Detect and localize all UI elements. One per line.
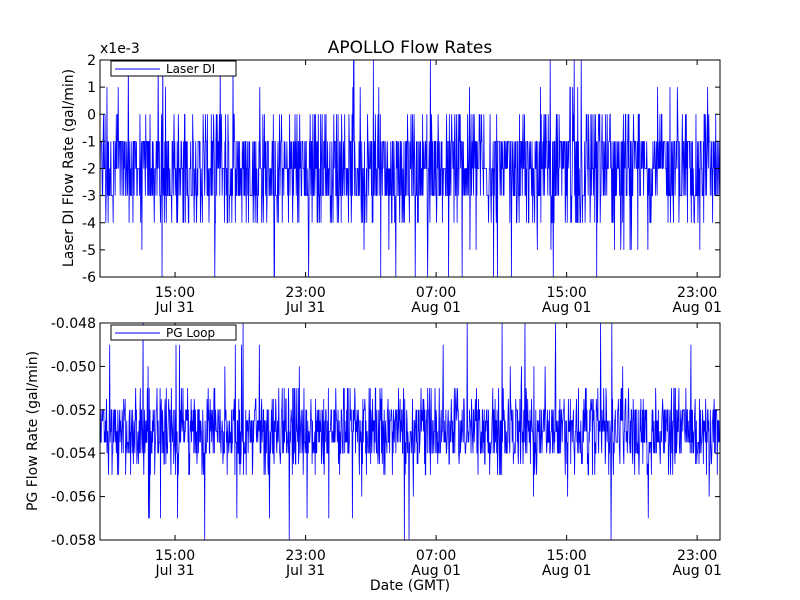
laser-di-x-tick-date: Jul 31 <box>285 300 325 316</box>
laser-di-y-tick-label: -5 <box>82 243 96 259</box>
pg-loop-x-tick-date: Jul 31 <box>154 563 194 579</box>
laser-di-y-tick-label: 2 <box>87 53 96 69</box>
laser-di-legend-label: Laser DI <box>166 62 215 76</box>
laser-di-y-tick-label: 1 <box>87 80 96 96</box>
pg-loop-panel: -0.058 -0.056 -0.054 -0.052 -0.050 -0.048 15:… <box>25 316 722 579</box>
laser-di-y-tick-label: -6 <box>82 270 96 286</box>
laser-di-x-tick-time: 23:00 <box>677 285 717 301</box>
chart-title: APOLLO Flow Rates <box>328 38 493 58</box>
pg-loop-y-tick-label: -0.048 <box>51 316 96 332</box>
pg-loop-x-tick-time: 23:00 <box>677 548 717 564</box>
laser-di-x-tick-time: 15:00 <box>546 285 586 301</box>
laser-di-y-axis-label: Laser DI Flow Rate (gal/min) <box>61 69 77 267</box>
pg-loop-y-tick-label: -0.058 <box>51 533 96 549</box>
pg-loop-x-tick-date: Aug 01 <box>411 563 461 579</box>
laser-di-y-tick-label: -2 <box>82 162 96 178</box>
pg-loop-legend: PG Loop <box>110 324 237 341</box>
pg-loop-legend-box <box>110 324 237 341</box>
pg-loop-legend-label: PG Loop <box>166 326 215 340</box>
pg-loop-x-tick-time: 07:00 <box>416 548 456 564</box>
laser-di-y-tick-label: -4 <box>82 216 96 232</box>
pg-loop-x-tick-time: 15:00 <box>155 548 195 564</box>
laser-di-y-tick-label: 0 <box>87 107 96 123</box>
laser-di-x-tick-date: Aug 01 <box>411 300 461 316</box>
x-axis-label: Date (GMT) <box>370 578 450 594</box>
laser-di-x-tick-time: 07:00 <box>416 285 456 301</box>
laser-di-x-tick-date: Aug 01 <box>672 300 722 316</box>
laser-di-legend: Laser DI <box>110 60 237 77</box>
pg-loop-y-tick-label: -0.050 <box>51 359 96 375</box>
laser-di-x-tick-time: 23:00 <box>285 285 325 301</box>
laser-di-x-tick-date: Jul 31 <box>154 300 194 316</box>
pg-loop-x-tick-date: Aug 01 <box>672 563 722 579</box>
laser-di-x-tick-time: 15:00 <box>155 285 195 301</box>
laser-di-legend-box <box>110 60 237 77</box>
laser-di-y-tick-label: -1 <box>82 134 96 150</box>
pg-loop-x-tick-time: 23:00 <box>285 548 325 564</box>
pg-loop-x-tick-time: 15:00 <box>546 548 586 564</box>
pg-loop-series-line <box>99 322 721 541</box>
laser-di-exponent-label: x1e-3 <box>100 41 140 57</box>
pg-loop-y-tick-label: -0.056 <box>51 490 96 506</box>
laser-di-x-tick-date: Aug 01 <box>542 300 592 316</box>
pg-loop-y-axis-label: PG Flow Rate (gal/min) <box>25 351 41 511</box>
laser-di-series <box>99 59 721 278</box>
pg-loop-series <box>99 322 721 541</box>
pg-loop-y-tick-label: -0.052 <box>51 403 96 419</box>
pg-loop-axes-frame <box>99 322 721 541</box>
pg-loop-x-tick-date: Jul 31 <box>285 563 325 579</box>
laser-di-y-tick-label: -3 <box>82 189 96 205</box>
pg-loop-y-tick-label: -0.054 <box>51 446 96 462</box>
laser-di-series-line <box>99 59 721 278</box>
pg-loop-x-tick-date: Aug 01 <box>542 563 592 579</box>
